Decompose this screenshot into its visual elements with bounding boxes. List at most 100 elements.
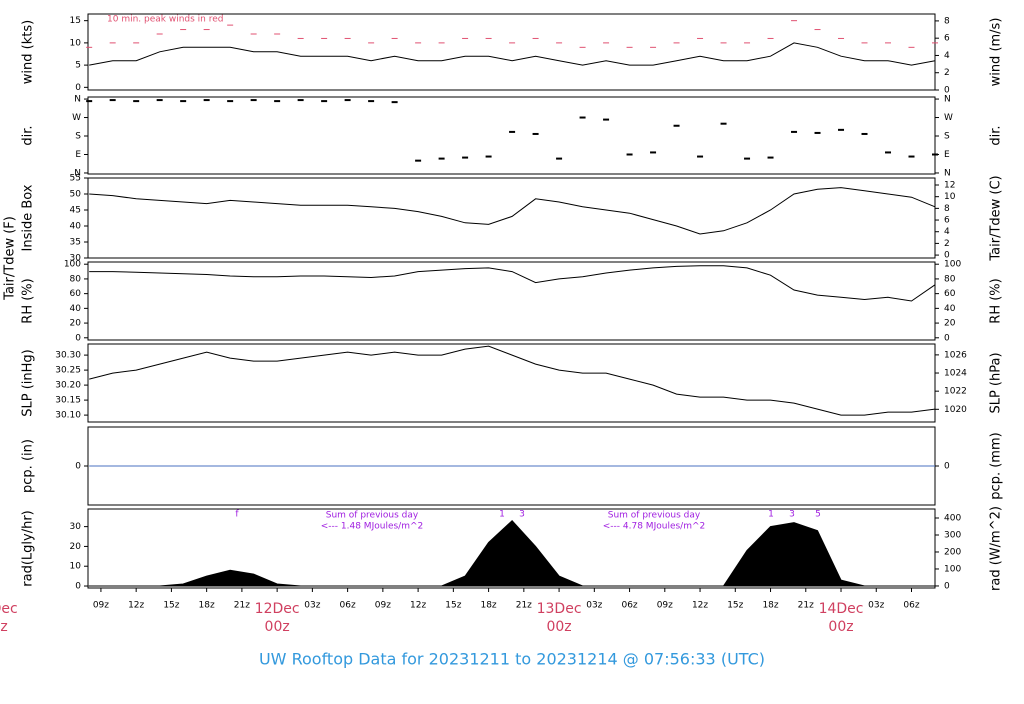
dir-dot: [885, 151, 892, 154]
x-tick-label: 15z: [727, 601, 743, 611]
dir-dot: [274, 100, 281, 103]
y-tick-label: 30.20: [55, 381, 81, 391]
y2-tick-label: E: [944, 150, 950, 160]
dir-dot: [156, 99, 163, 102]
x-date-label: 11Dec: [0, 601, 18, 617]
x-date-sublabel: 00z: [265, 619, 290, 635]
y2-tick-label: 2: [944, 68, 950, 78]
dir-dot: [791, 130, 798, 133]
x-tick-label: 12z: [128, 601, 144, 611]
y2-tick-label: 20: [944, 319, 956, 329]
y2-axis-label: SLP (hPa): [989, 352, 1004, 413]
line: [89, 345, 936, 416]
dir-dot: [814, 131, 821, 134]
x-tick-label: 18z: [480, 601, 496, 611]
y2-axis-label: RH (%): [989, 278, 1004, 323]
x-tick-label: 15z: [163, 601, 179, 611]
x-tick-label: 03z: [868, 601, 884, 611]
y-tick-label: 30.30: [55, 351, 81, 361]
y-tick-label: S: [75, 132, 81, 142]
note: <--- 4.78 MJoules/m^2: [603, 522, 705, 532]
y2-axis-label: pcp. (mm): [989, 432, 1004, 499]
y2-tick-label: W: [944, 113, 953, 123]
y2-tick-label: 2: [944, 239, 950, 249]
dir-dot: [321, 100, 328, 103]
y2-tick-label: 6: [944, 34, 950, 44]
y2-tick-label: 40: [944, 304, 956, 314]
y-tick-label: 30: [70, 522, 82, 532]
y2-tick-label: 0: [944, 333, 950, 343]
dir-dot: [109, 99, 116, 102]
x-tick-label: 21z: [234, 601, 250, 611]
dir-dot: [438, 157, 445, 160]
mark-label: 3: [789, 510, 795, 520]
y2-tick-label: 4: [944, 227, 950, 237]
dir-dot: [697, 155, 704, 158]
y-axis-label: RH (%): [21, 278, 36, 323]
dir-dot: [344, 99, 351, 102]
dir-dot: [368, 100, 375, 103]
y2-tick-label: 1026: [944, 350, 967, 360]
dir-dot: [626, 153, 633, 156]
y2-tick-label: 8: [944, 16, 950, 26]
dir-dot: [720, 122, 727, 125]
x-date-label: 12Dec: [255, 601, 300, 617]
y2-axis-label: Tair/Tdew (C): [989, 175, 1004, 261]
line: [89, 42, 936, 66]
line: [89, 265, 936, 302]
x-tick-label: 21z: [798, 601, 814, 611]
dir-dot: [673, 124, 680, 127]
y2-tick-label: 6: [944, 216, 950, 226]
y2-tick-label: 100: [944, 564, 961, 574]
x-tick-label: 15z: [445, 601, 461, 611]
y2-tick-label: 10: [944, 192, 956, 202]
dir-dot: [767, 156, 774, 159]
panel-frame: [87, 508, 936, 589]
y-tick-label: 20: [70, 319, 82, 329]
dir-dot: [556, 157, 563, 160]
y2-tick-label: 0: [944, 462, 950, 472]
y-tick-label: 0: [75, 462, 81, 472]
mark-label: 1: [499, 510, 505, 520]
y-tick-label: 35: [70, 238, 81, 248]
note: Sum of previous day: [326, 511, 419, 521]
y-tick-label: 30.10: [55, 411, 81, 421]
x-tick-label: 09z: [375, 601, 391, 611]
mark-label: f: [235, 510, 239, 520]
y2-tick-label: 60: [944, 289, 956, 299]
y-tick-label: 45: [70, 206, 81, 216]
dir-dot: [227, 100, 234, 103]
x-tick-label: 12z: [410, 601, 426, 611]
dir-dot: [485, 155, 492, 158]
y-tick-label: E: [75, 150, 81, 160]
y-tick-label: 55: [70, 174, 81, 184]
x-date-sublabel: 00z: [828, 619, 853, 635]
dir-dot: [532, 132, 539, 135]
x-date-label: 14Dec: [819, 601, 864, 617]
dir-dot: [415, 159, 422, 162]
y-tick-label: 100: [64, 260, 81, 270]
y-tick-label: 0: [75, 333, 81, 343]
x-tick-label: 12z: [692, 601, 708, 611]
chart-title: UW Rooftop Data for 20231211 to 20231214…: [259, 650, 765, 669]
dir-dot: [603, 118, 610, 121]
y2-axis-label: rad (W/m^2): [989, 506, 1004, 591]
mark-label: 5: [815, 510, 821, 520]
y2-tick-label: S: [944, 132, 950, 142]
note: <--- 1.48 MJoules/m^2: [321, 522, 423, 532]
y2-tick-label: 4: [944, 51, 950, 61]
y2-tick-label: 1024: [944, 369, 967, 379]
annotation: 10 min. peak winds in red: [107, 15, 224, 25]
dir-dot: [509, 130, 516, 133]
dir-dot: [86, 100, 93, 103]
x-tick-label: 18z: [762, 601, 778, 611]
y-tick-label: 20: [70, 542, 82, 552]
y2-tick-label: N: [944, 95, 951, 105]
y2-tick-label: 100: [944, 260, 961, 270]
y-tick-label: 50: [70, 190, 82, 200]
y-tick-label: 10: [70, 562, 82, 572]
x-tick-label: 06z: [340, 601, 356, 611]
y-axis-label: Inside Box: [21, 184, 36, 251]
line: [89, 187, 936, 235]
